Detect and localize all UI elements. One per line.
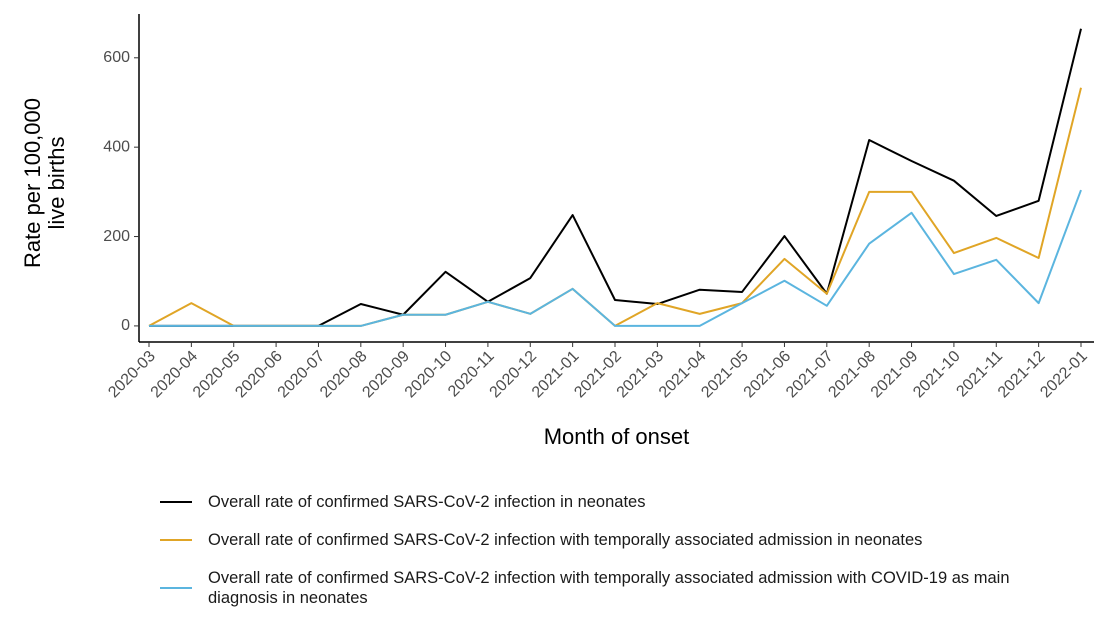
- x-tick-label: 2022-01: [1037, 348, 1091, 402]
- chart: 02004006002020-032020-042020-052020-0620…: [20, 14, 1094, 449]
- y-tick-label: 0: [121, 317, 130, 334]
- y-axis-title: live births: [44, 137, 69, 230]
- y-tick-label: 200: [103, 228, 130, 245]
- legend-key: [160, 501, 192, 503]
- legend: Overall rate of confirmed SARS-CoV-2 inf…: [160, 492, 1090, 626]
- legend-label: Overall rate of confirmed SARS-CoV-2 inf…: [208, 531, 923, 549]
- x-tick-label: 2021-10: [910, 348, 964, 402]
- legend-item: Overall rate of confirmed SARS-CoV-2 inf…: [160, 492, 1090, 512]
- x-tick-label: 2020-10: [402, 348, 456, 402]
- legend-item: Overall rate of confirmed SARS-CoV-2 inf…: [160, 568, 1090, 608]
- legend-label: Overall rate of confirmed SARS-CoV-2 inf…: [208, 569, 1010, 607]
- y-axis-title: Rate per 100,000: [20, 98, 45, 268]
- legend-key: [160, 587, 192, 589]
- series-line: [148, 87, 1082, 327]
- legend-item: Overall rate of confirmed SARS-CoV-2 inf…: [160, 530, 1090, 550]
- series-line: [149, 28, 1082, 327]
- y-tick-label: 600: [103, 49, 130, 66]
- legend-key: [160, 539, 192, 541]
- series-line: [149, 189, 1082, 327]
- x-axis-title: Month of onset: [544, 424, 690, 449]
- y-tick-label: 400: [103, 138, 130, 155]
- legend-label: Overall rate of confirmed SARS-CoV-2 inf…: [208, 493, 646, 511]
